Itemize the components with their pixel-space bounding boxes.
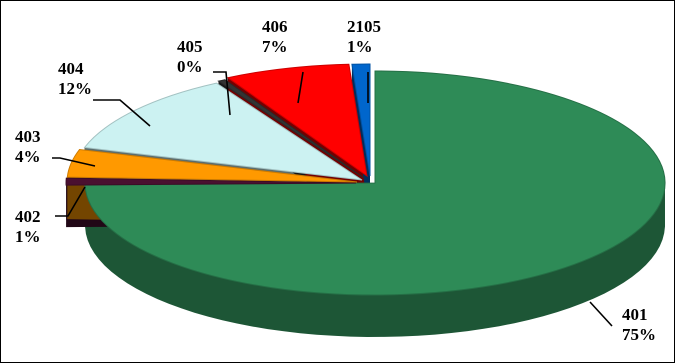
slice-401-percent-label: 75% [622,325,656,344]
slice-2105-percent-label: 1% [347,37,373,56]
slice-402-leader [55,186,86,217]
slice-403-leader [52,157,96,167]
slice-405-percent-label: 0% [177,57,203,76]
slice-406-top [226,63,368,178]
slice-403-name-label: 403 [15,127,41,146]
slice-403-top [66,148,358,183]
slice-403-percent-label: 4% [15,147,41,166]
slice-2105-top [351,63,371,177]
slice-405-leader [213,71,231,116]
slice-401-name-label: 401 [622,305,648,324]
pie-tops [65,63,666,296]
slice-406-leader [297,71,304,104]
slice-405-top [217,79,365,179]
slice-401-side [85,184,666,337]
slice-2105-name-label: 2105 [347,17,381,36]
slice-401-leader [589,301,613,327]
slice-404-top [83,82,363,181]
slice-402-percent-label: 1% [15,227,41,246]
slice-401-top [84,70,666,296]
slice-404-percent-label: 12% [58,79,92,98]
slice-402-name-label: 402 [15,207,41,226]
slice-404-name-label: 404 [58,59,84,78]
slice-406-name-label: 406 [262,17,288,36]
slice-406-percent-label: 7% [262,37,288,56]
slice-405-name-label: 405 [177,37,203,56]
slice-402-top [65,177,357,186]
slice-404-leader [93,99,151,127]
